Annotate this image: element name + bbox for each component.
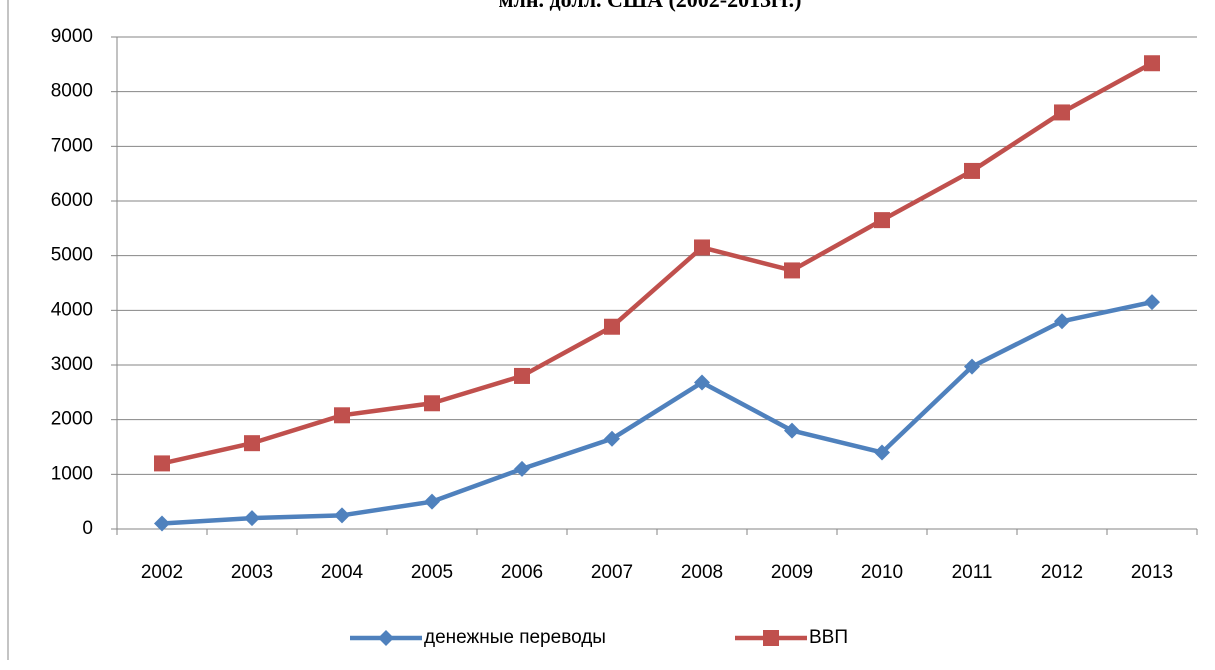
marker bbox=[378, 630, 394, 646]
y-tick-label: 9000 bbox=[51, 26, 93, 47]
x-tick-label: 2009 bbox=[771, 562, 813, 583]
marker bbox=[244, 510, 260, 527]
marker bbox=[514, 367, 530, 384]
y-tick-label: 5000 bbox=[51, 245, 93, 266]
marker bbox=[424, 395, 440, 412]
marker bbox=[874, 444, 890, 461]
legend-label: денежные переводы bbox=[424, 627, 606, 648]
marker bbox=[763, 630, 779, 646]
x-tick-label: 2008 bbox=[681, 562, 723, 583]
marker bbox=[244, 435, 260, 452]
y-tick-label: 4000 bbox=[51, 299, 93, 320]
marker bbox=[784, 422, 800, 439]
y-tick-label: 6000 bbox=[51, 190, 93, 211]
marker bbox=[154, 455, 170, 472]
marker bbox=[694, 239, 710, 256]
y-tick-label: 3000 bbox=[51, 354, 93, 375]
x-tick-label: 2012 bbox=[1041, 562, 1083, 583]
marker bbox=[1144, 55, 1160, 72]
series-line bbox=[161, 299, 1153, 526]
x-tick-label: 2002 bbox=[141, 562, 183, 583]
marker bbox=[604, 430, 620, 447]
marker bbox=[514, 460, 530, 477]
chart-title: млн. долл. США (2002-2013гг.) bbox=[499, 0, 802, 12]
y-tick-label: 8000 bbox=[51, 81, 93, 102]
x-tick-label: 2013 bbox=[1131, 562, 1173, 583]
x-tick-label: 2005 bbox=[411, 562, 453, 583]
x-tick-label: 2003 bbox=[231, 562, 273, 583]
marker bbox=[334, 407, 350, 424]
marker bbox=[604, 318, 620, 335]
marker bbox=[874, 212, 890, 229]
series-line bbox=[161, 61, 1154, 466]
x-tick-label: 2011 bbox=[952, 562, 993, 583]
y-tick-label: 1000 bbox=[51, 463, 93, 484]
marker bbox=[964, 358, 980, 375]
y-tick-label: 7000 bbox=[51, 135, 93, 156]
marker bbox=[694, 374, 710, 391]
marker bbox=[1054, 313, 1070, 330]
marker bbox=[154, 515, 170, 532]
y-tick-label: 0 bbox=[82, 518, 93, 539]
x-tick-label: 2004 bbox=[321, 562, 364, 583]
marker bbox=[1144, 294, 1160, 311]
legend-label: ВВП bbox=[809, 627, 848, 648]
marker bbox=[1054, 104, 1070, 121]
x-tick-label: 2007 bbox=[591, 562, 633, 583]
x-tick-label: 2006 bbox=[501, 562, 543, 583]
marker bbox=[334, 507, 350, 524]
marker bbox=[784, 262, 800, 279]
y-tick-label: 2000 bbox=[51, 409, 93, 430]
marker bbox=[964, 162, 980, 179]
x-tick-label: 2010 bbox=[861, 562, 903, 583]
marker bbox=[424, 493, 440, 510]
